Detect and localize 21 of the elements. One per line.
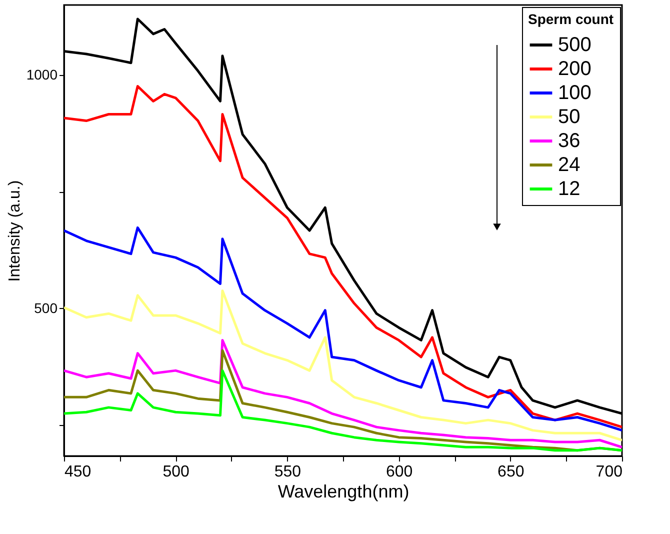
line-series (64, 289, 622, 442)
line-series (64, 226, 622, 432)
x-axis-title: Wavelength(nm) (278, 482, 410, 502)
legend-title: Sperm count (528, 11, 614, 27)
y-tick-label: 1000 (26, 66, 58, 83)
x-tick-label: 550 (274, 464, 302, 480)
legend-label: 100 (558, 82, 592, 104)
line-series (64, 84, 622, 428)
x-tick-label: 650 (498, 464, 524, 480)
x-tick-label: 500 (162, 464, 190, 480)
legend-label: 24 (558, 154, 580, 176)
legend-label: 36 (558, 130, 580, 152)
legend-label: 200 (558, 58, 592, 80)
x-tick-label: 700 (596, 464, 623, 480)
legend-label: 12 (558, 178, 580, 200)
y-axis-title: Intensity (a.u.) (6, 180, 24, 282)
x-tick-label: 450 (64, 464, 92, 480)
legend-label: 500 (558, 34, 592, 56)
legend-label: 50 (558, 106, 580, 128)
line-series (64, 369, 622, 452)
x-tick-label: 600 (386, 464, 413, 480)
